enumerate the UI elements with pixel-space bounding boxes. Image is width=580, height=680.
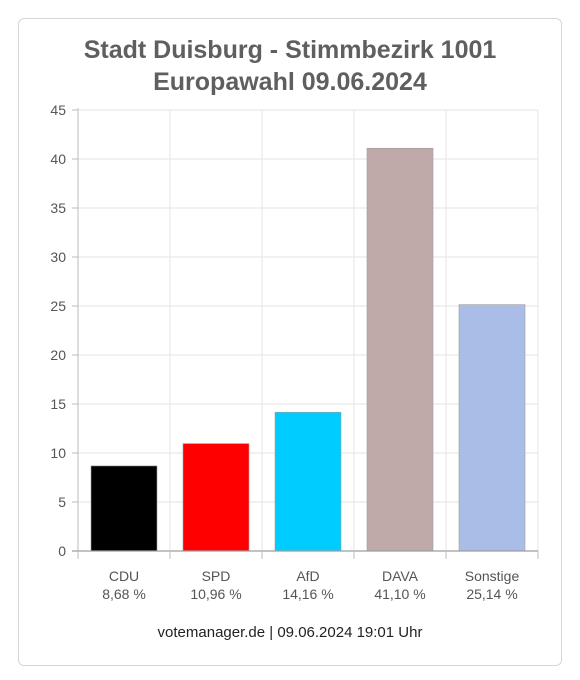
x-percent-label: 41,10 % bbox=[374, 586, 425, 602]
bar-chart: 0 5 10 15 20 25 30 35 40 45 CDU 8,68 % SPD 10,96 % AfD… bbox=[50, 102, 539, 602]
bar-cdu bbox=[90, 465, 158, 552]
x-percent-label: 14,16 % bbox=[282, 586, 333, 602]
x-category-label: AfD bbox=[296, 568, 319, 584]
y-tick-label: 20 bbox=[50, 347, 66, 363]
y-tick-label: 5 bbox=[58, 494, 66, 510]
y-tick-label: 15 bbox=[50, 396, 66, 412]
x-category-label: DAVA bbox=[382, 568, 419, 584]
x-percent-label: 25,14 % bbox=[466, 586, 517, 602]
y-tick-label: 30 bbox=[50, 249, 66, 265]
bar-dava bbox=[366, 147, 434, 552]
y-tick-label: 35 bbox=[50, 200, 66, 216]
y-tick-label: 10 bbox=[50, 445, 66, 461]
chart-title-line-2: Europawahl 09.06.2024 bbox=[153, 68, 427, 96]
bar-spd bbox=[182, 443, 250, 552]
bar-afd bbox=[274, 411, 342, 552]
footer-source: votemanager.de | 09.06.2024 19:01 Uhr bbox=[157, 624, 423, 641]
y-tick-label: 45 bbox=[50, 102, 66, 118]
y-tick-label: 0 bbox=[58, 543, 66, 559]
y-tick-label: 25 bbox=[50, 298, 66, 314]
x-category-label: Sonstige bbox=[465, 568, 520, 584]
x-category-label: SPD bbox=[202, 568, 231, 584]
x-category-label: CDU bbox=[109, 568, 139, 584]
chart-title-line-1: Stadt Duisburg - Stimmbezirk 1001 bbox=[83, 36, 497, 64]
y-tick-label: 40 bbox=[50, 151, 66, 167]
x-percent-label: 10,96 % bbox=[190, 586, 241, 602]
chart-title: Stadt Duisburg - Stimmbezirk 1001 Europa… bbox=[0, 34, 580, 98]
bar-sonstige bbox=[458, 304, 526, 552]
x-percent-label: 8,68 % bbox=[102, 586, 146, 602]
